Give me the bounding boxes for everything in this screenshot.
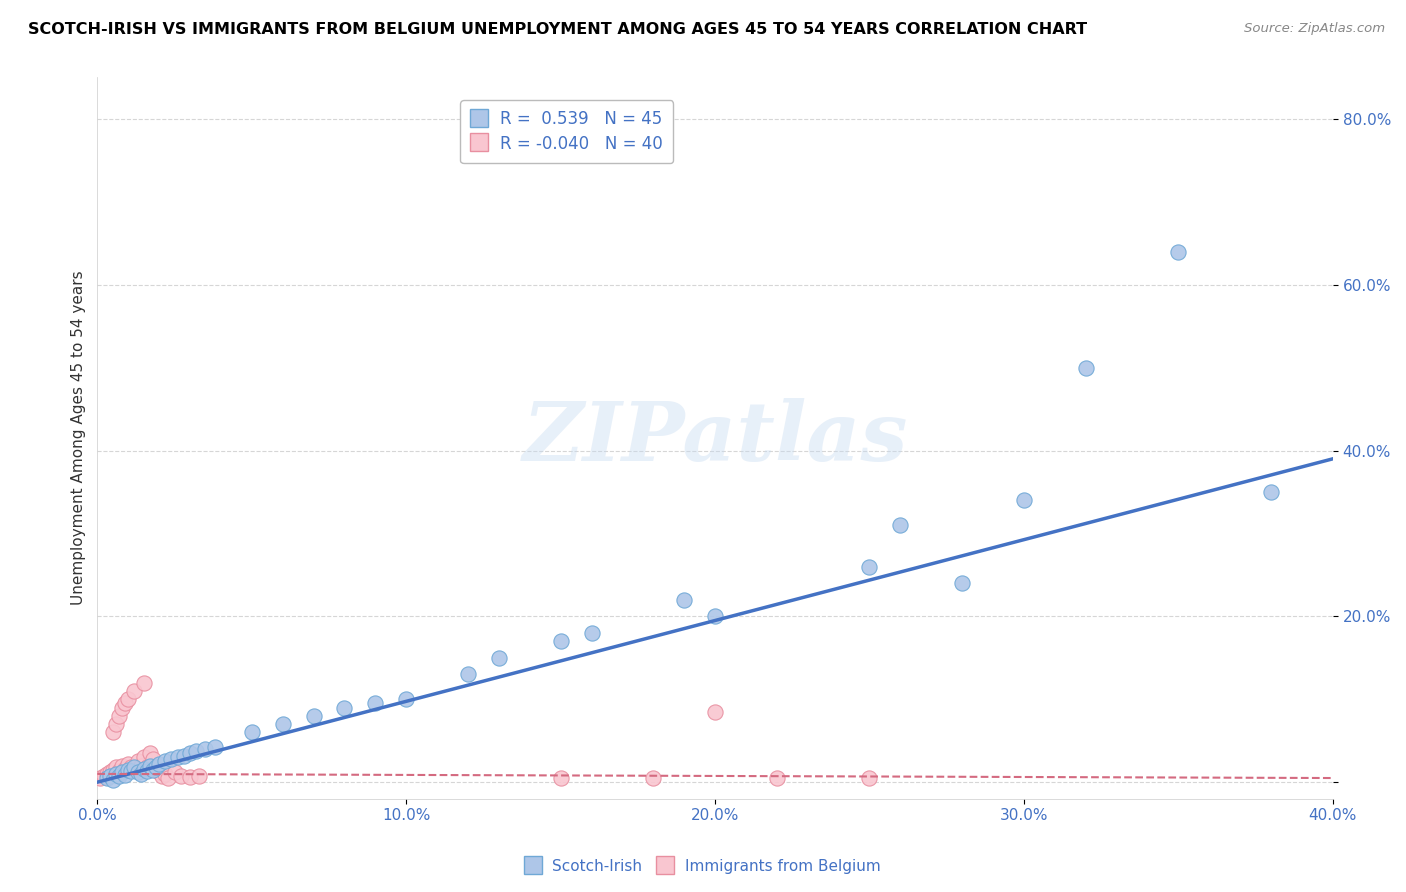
Point [129,758,152,772]
Point [550,771,572,785]
Point [132,675,155,690]
Point [124,763,146,777]
Point [858,771,880,785]
Point [194,742,217,756]
Point [186,744,208,758]
Point [240,725,263,739]
Point [96,767,118,781]
Point [148,765,170,780]
Point [129,767,152,781]
Point [114,762,136,776]
Point [166,750,188,764]
Point [145,763,167,777]
Point [101,763,124,777]
Legend: R =  0.539   N = 45, R = -0.040   N = 40: R = 0.539 N = 45, R = -0.040 N = 40 [460,100,673,163]
Point [550,634,572,648]
Point [488,650,510,665]
Point [117,763,139,777]
Point [155,755,177,769]
Point [117,756,139,771]
Point [889,518,911,533]
Text: SCOTCH-IRISH VS IMMIGRANTS FROM BELGIUM UNEMPLOYMENT AMONG AGES 45 TO 54 YEARS C: SCOTCH-IRISH VS IMMIGRANTS FROM BELGIUM … [28,22,1087,37]
Point [135,764,157,778]
Point [170,768,193,782]
Point [114,768,136,782]
Point [858,559,880,574]
Point [302,709,325,723]
Point [704,705,727,719]
Point [127,755,149,769]
Point [132,750,155,764]
Point [98,768,121,782]
Y-axis label: Unemployment Among Ages 45 to 54 years: Unemployment Among Ages 45 to 54 years [72,271,86,606]
Point [139,746,162,760]
Point [173,748,195,763]
Point [643,771,665,785]
Point [142,752,165,766]
Point [108,769,131,783]
Point [188,768,211,782]
Point [1260,485,1282,500]
Point [111,765,134,780]
Point [1167,244,1189,259]
Legend: Scotch-Irish, Immigrants from Belgium: Scotch-Irish, Immigrants from Belgium [519,853,887,880]
Point [124,760,146,774]
Point [98,765,121,780]
Point [104,760,127,774]
Point [364,697,387,711]
Point [111,700,134,714]
Text: Source: ZipAtlas.com: Source: ZipAtlas.com [1244,22,1385,36]
Point [120,764,142,779]
Point [89,771,111,785]
Point [1074,360,1097,375]
Point [127,765,149,780]
Point [101,725,124,739]
Point [124,684,146,698]
Point [457,667,479,681]
Point [179,770,201,784]
Point [163,765,186,780]
Point [104,767,127,781]
Text: ZIPatlas: ZIPatlas [522,398,908,478]
Point [96,771,118,785]
Point [704,609,727,624]
Point [132,762,155,776]
Point [395,692,418,706]
Point [111,758,134,772]
Point [673,592,696,607]
Point [93,768,115,782]
Point [204,739,226,754]
Point [145,760,167,774]
Point [766,771,789,785]
Point [117,692,139,706]
Point [155,767,177,781]
Point [333,700,356,714]
Point [114,697,136,711]
Point [120,760,142,774]
Point [104,717,127,731]
Point [1012,493,1035,508]
Point [950,576,973,591]
Point [135,760,157,774]
Point [179,746,201,760]
Point [157,771,180,785]
Point [160,752,183,766]
Point [142,763,165,777]
Point [101,772,124,787]
Point [271,717,294,731]
Point [148,756,170,771]
Point [108,709,131,723]
Point [139,758,162,772]
Point [108,764,131,778]
Point [150,768,173,782]
Point [581,626,603,640]
